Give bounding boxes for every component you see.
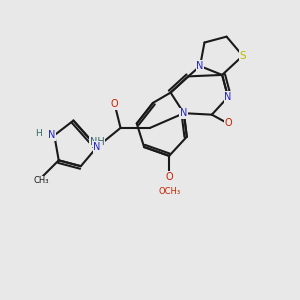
Text: O: O <box>111 99 118 110</box>
Text: N: N <box>196 61 204 71</box>
Text: OCH₃: OCH₃ <box>158 187 180 196</box>
Text: O: O <box>224 118 232 128</box>
Text: N: N <box>180 108 188 118</box>
Text: H: H <box>35 129 41 138</box>
Text: N: N <box>224 92 232 102</box>
Text: CH₃: CH₃ <box>33 176 49 185</box>
Text: S: S <box>239 51 246 61</box>
Text: NH: NH <box>90 137 104 147</box>
Text: N: N <box>48 130 55 140</box>
Text: N: N <box>93 142 101 152</box>
Text: O: O <box>165 172 173 182</box>
